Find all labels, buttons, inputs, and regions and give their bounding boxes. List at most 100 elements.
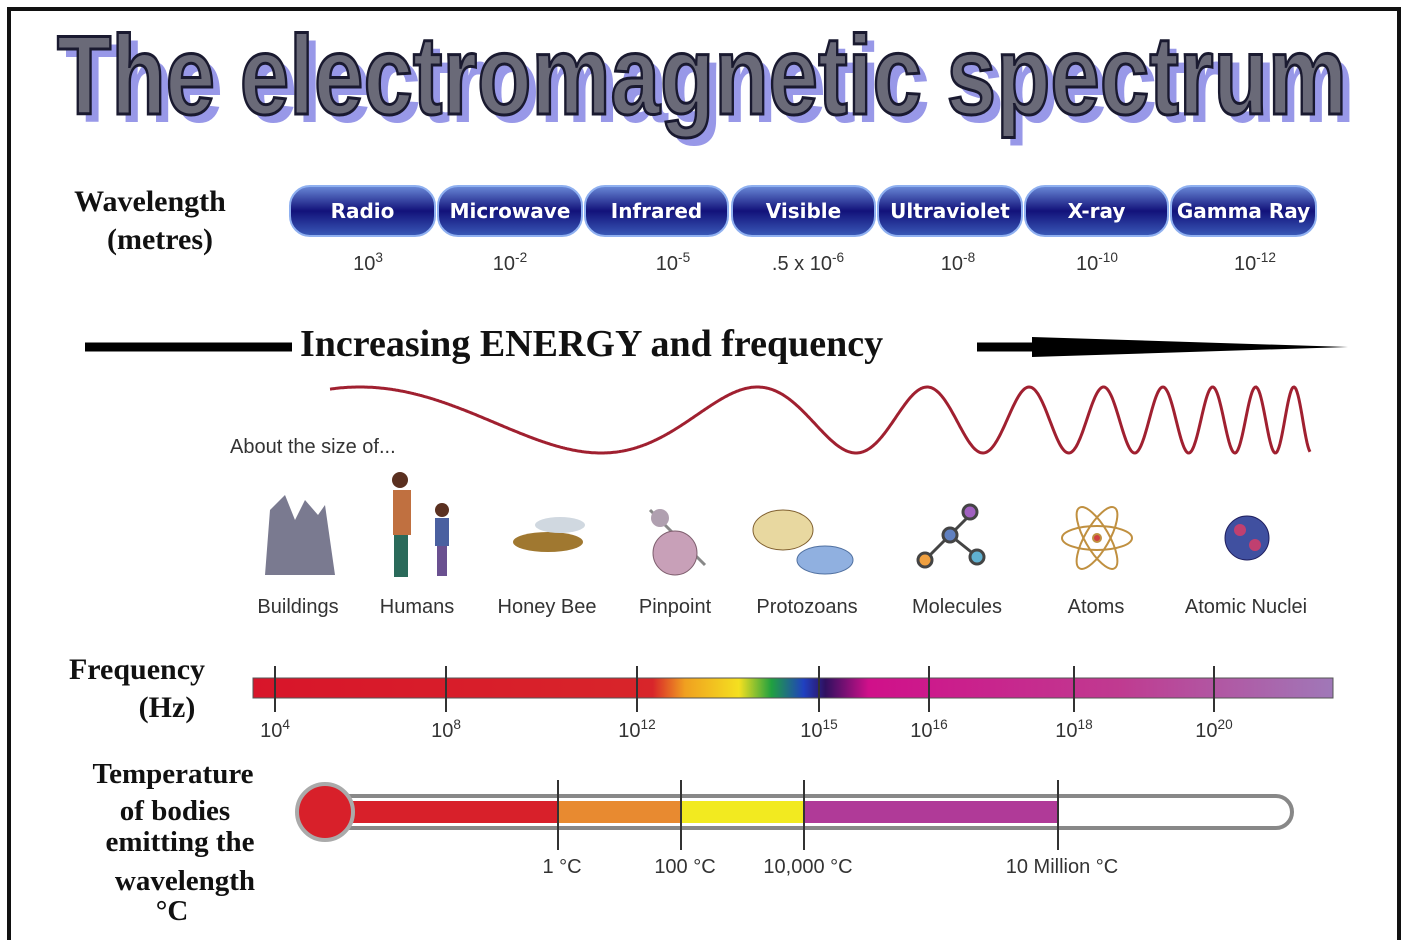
frequency-tick-label: 1018 (1055, 717, 1092, 742)
object-label: Honey Bee (498, 596, 597, 618)
frequency-tick-label-exp: 4 (282, 717, 290, 732)
band-pill (1024, 185, 1169, 237)
thermo-red (325, 801, 558, 823)
frequency-bar (252, 677, 1334, 699)
band-pill (731, 185, 876, 237)
band-wavelength-base: 10 (353, 253, 375, 275)
band-pill (289, 185, 436, 237)
band-wavelength: .5 x 10-6 (772, 250, 844, 275)
band-name: Infrared (611, 199, 702, 223)
band-wavelength-exp: -5 (678, 250, 691, 265)
frequency-tick-label-base: 10 (260, 720, 282, 742)
label: Frequency (69, 653, 205, 686)
band-wavelength-base: 10 (1076, 253, 1098, 275)
frequency-tick-label: 1020 (1195, 717, 1233, 742)
frequency-tick-label-base: 10 (800, 720, 822, 742)
frequency-tick-label-exp: 16 (933, 717, 948, 732)
object-label: Buildings (257, 596, 338, 618)
icon-nucleus (1224, 515, 1270, 561)
icon-humans (437, 546, 447, 576)
band-wavelength-exp: -8 (963, 250, 975, 265)
band-wavelength: 10-12 (1234, 250, 1276, 275)
title: The electromagnetic spectrum The electro… (56, 12, 1356, 147)
band-name: X-ray (1068, 199, 1126, 223)
object-label: Atomic Nuclei (1185, 596, 1307, 618)
title-shadow: The electromagnetic spectrum (65, 21, 1355, 146)
temperature-tick-label: 10,000 °C (763, 856, 852, 878)
frequency-tick-label-base: 10 (1055, 720, 1077, 742)
frequency-tick-label-base: 10 (431, 720, 453, 742)
icon-molecule (916, 503, 986, 569)
band-wavelength-exp: -10 (1098, 250, 1118, 265)
band-wavelength-base: 10 (941, 253, 963, 275)
icon-humans (435, 518, 449, 546)
band-wavelength: 10-2 (493, 250, 527, 275)
frequency-tick-label-base: 10 (1195, 720, 1217, 742)
label: of bodies (120, 795, 230, 827)
thermo-purple (804, 801, 1058, 823)
band-name: Visible (766, 199, 841, 223)
arrow-head (1032, 337, 1348, 357)
thermo-yellow (681, 801, 804, 823)
frame (7, 7, 1401, 940)
icon-bee (513, 532, 583, 552)
icons (265, 472, 1270, 577)
label: (metres) (107, 223, 213, 256)
object-label: Humans (380, 596, 454, 618)
label: Temperature (92, 758, 253, 790)
temperature-tick-label: 1 °C (542, 856, 581, 878)
icon-humans (393, 490, 411, 535)
label: (Hz) (139, 691, 196, 724)
thermometer-bulb (295, 782, 355, 842)
temperature-tick-label: 10 Million °C (1006, 856, 1118, 878)
title-text: The electromagnetic spectrum (57, 13, 1347, 138)
icon-pin (651, 509, 669, 527)
band-wavelength-base: 10 (656, 253, 678, 275)
icon-buildings (265, 495, 335, 575)
icon-bee (535, 517, 585, 533)
band-wavelength: 10-5 (656, 250, 691, 275)
band-wavelength-exp: 3 (375, 250, 383, 265)
band-wavelength: 103 (353, 250, 383, 275)
frequency-tick-label-base: 10 (910, 720, 932, 742)
frequency-tick-label-exp: 18 (1078, 717, 1093, 732)
label: wavelength (115, 865, 255, 897)
frequency-tick-label-exp: 8 (453, 717, 461, 732)
band-pill (1170, 185, 1317, 237)
frequency-tick-label: 1012 (618, 717, 655, 742)
band-pill (437, 185, 583, 237)
wave (329, 385, 1312, 455)
band-wavelength-exp: -2 (515, 250, 527, 265)
band-name: Radio (331, 199, 395, 223)
icon-nucleus (1249, 539, 1261, 551)
band-wavelength: 10-10 (1076, 250, 1118, 275)
band-wavelength-exp: -6 (832, 250, 844, 265)
frequency-tick-label: 1015 (800, 717, 838, 742)
object-label: Atoms (1068, 596, 1125, 618)
label: °C (156, 895, 189, 927)
temperature-tick-label: 100 °C (654, 856, 715, 878)
band-wavelength-base: 10 (1234, 253, 1256, 275)
band-pill (877, 185, 1023, 237)
icon-protozoan (752, 509, 814, 551)
icon-pin (652, 530, 698, 576)
band-pill (584, 185, 729, 237)
frequency-tick-label-exp: 12 (641, 717, 656, 732)
arrow-label: Increasing ENERGY and frequency (300, 323, 883, 365)
thermo-orange (558, 801, 681, 823)
band-name: Microwave (450, 199, 571, 223)
object-label: Protozoans (756, 596, 857, 618)
icon-humans (435, 503, 449, 517)
band-wavelength-exp: -12 (1256, 250, 1276, 265)
icon-humans (394, 535, 408, 577)
band-name: Ultraviolet (890, 199, 1010, 223)
object-label: Pinpoint (639, 596, 712, 618)
band-wavelength-base: .5 x 10 (772, 253, 832, 275)
size-label: About the size of... (230, 436, 396, 458)
label: emitting the (106, 826, 255, 858)
icon-humans (392, 472, 408, 488)
frequency-tick-label-exp: 20 (1218, 717, 1234, 732)
frequency-tick-label: 1016 (910, 717, 947, 742)
frequency-tick-label: 108 (431, 717, 461, 742)
band-name: Gamma Ray (1177, 199, 1310, 223)
